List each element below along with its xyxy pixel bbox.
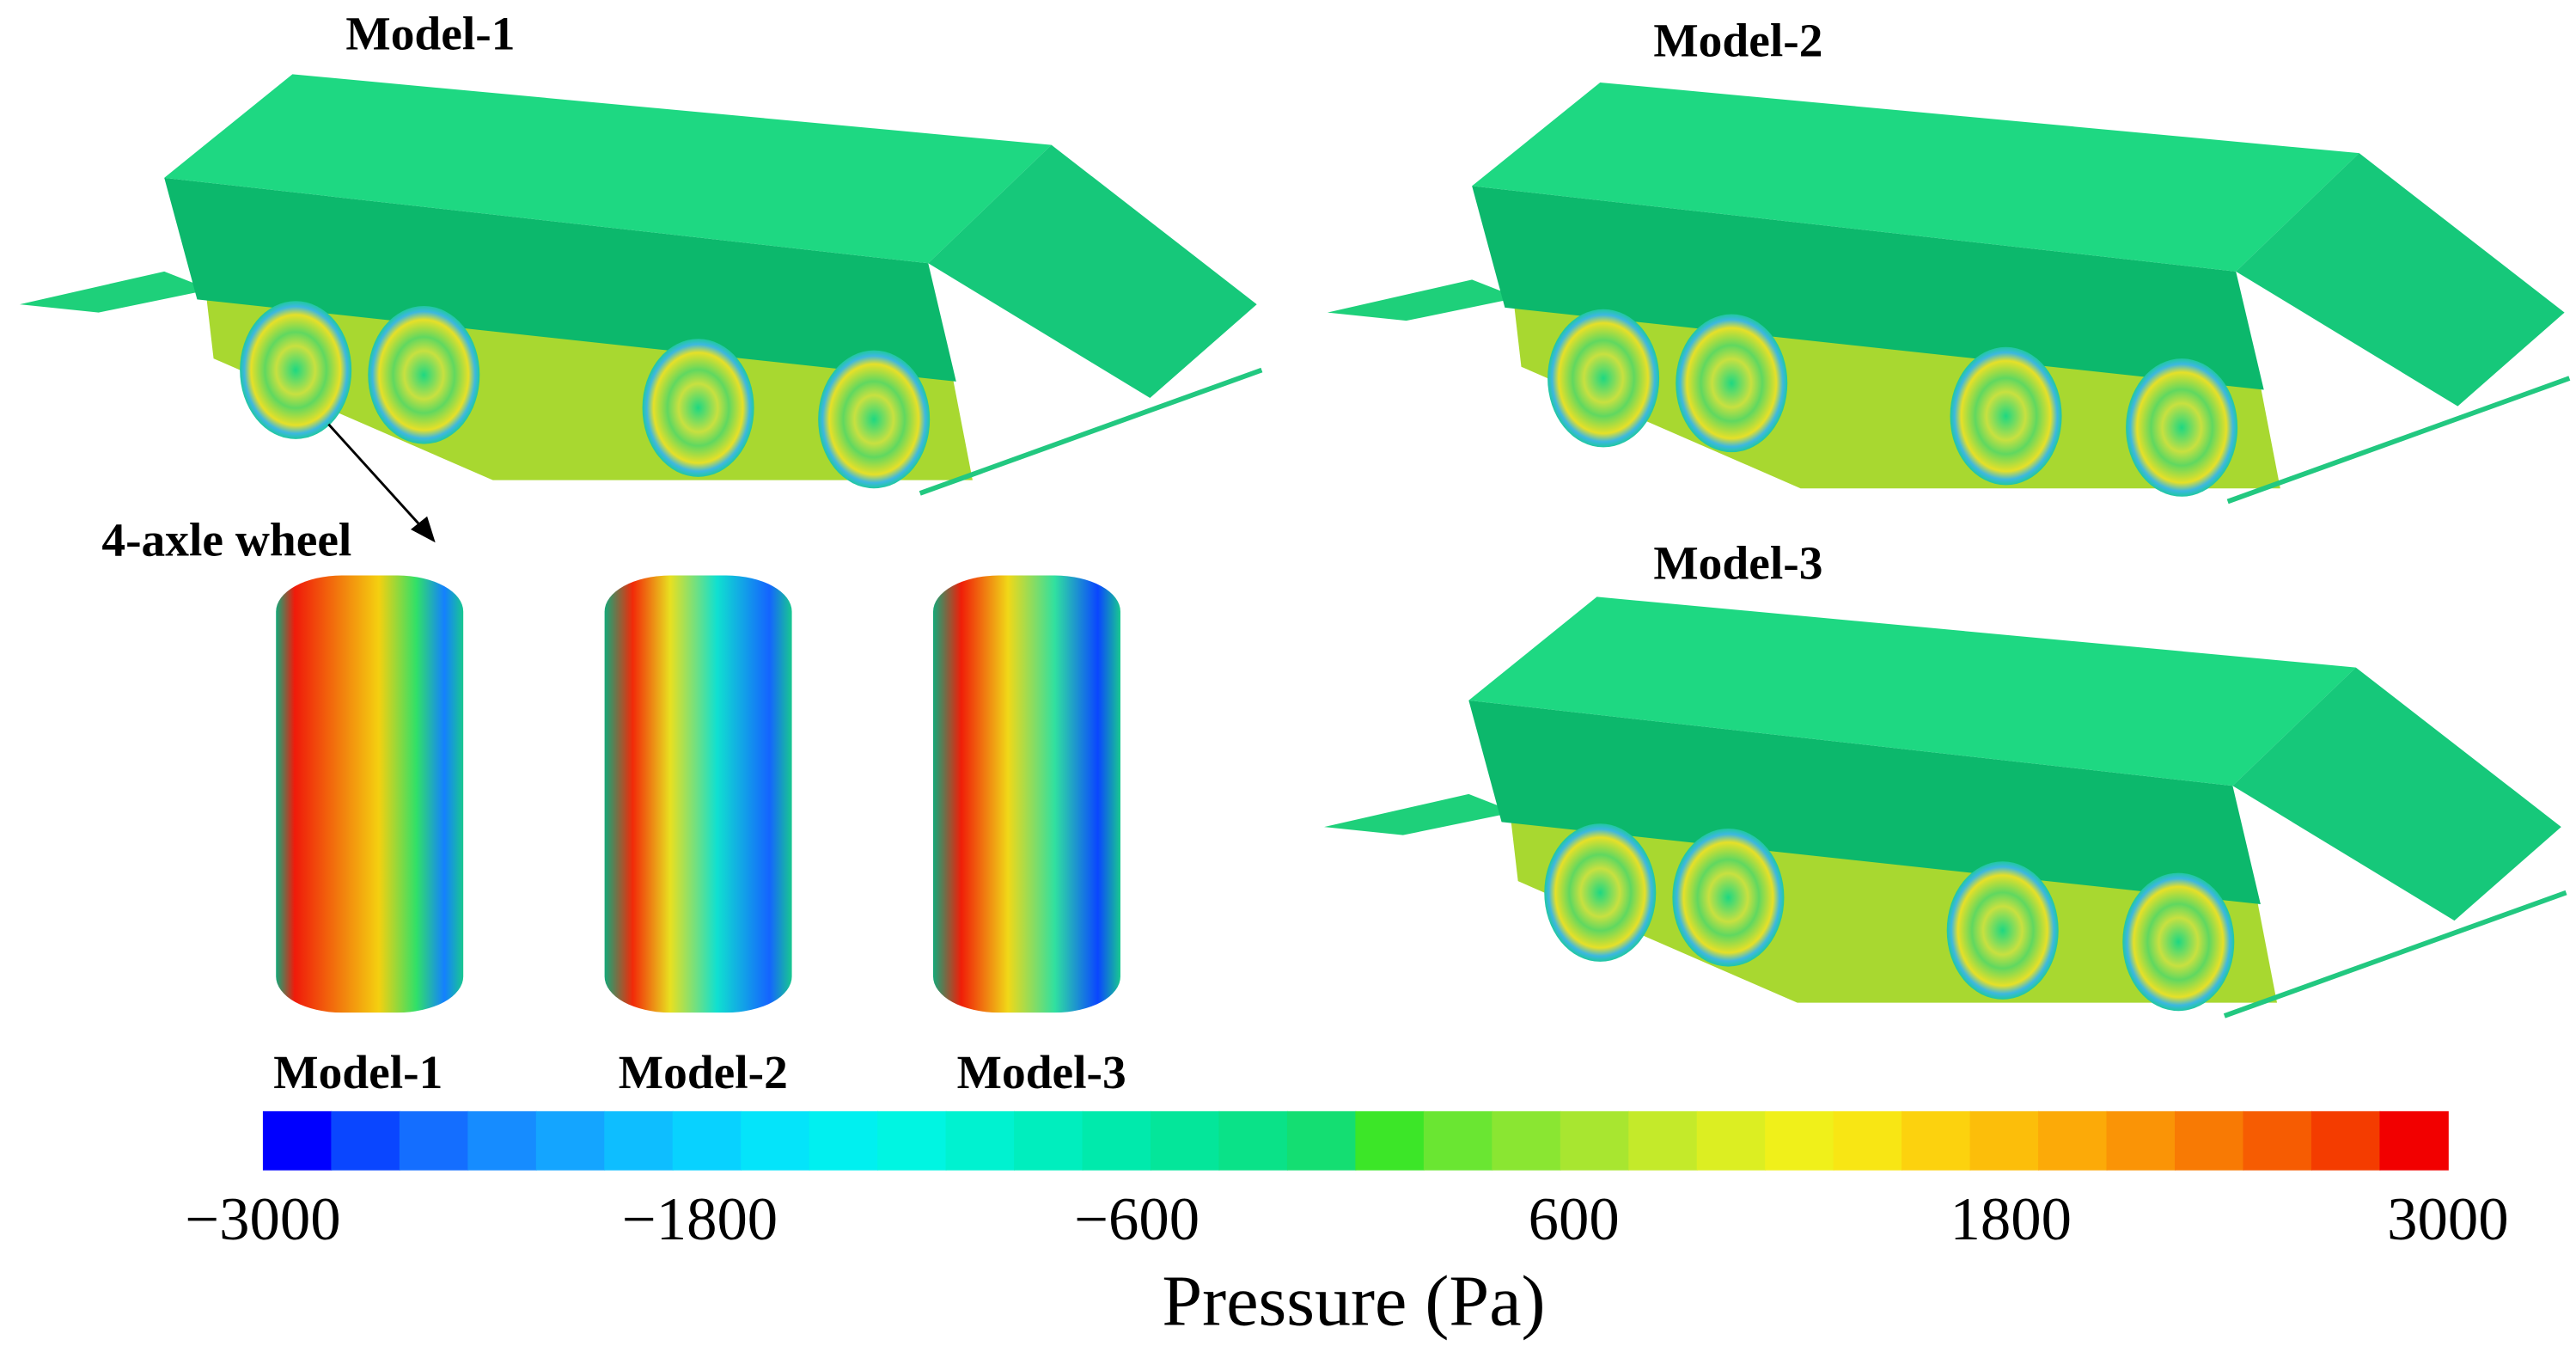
colorbar-segment (1696, 1110, 1767, 1171)
colorbar-segment (262, 1110, 333, 1171)
vehicle-model-1 (20, 74, 1261, 493)
colorbar-tick-label: −1800 (622, 1186, 778, 1253)
colorbar-tick-label: 1800 (1950, 1186, 2072, 1253)
arrow-head (410, 516, 436, 543)
colorbar-segment (877, 1110, 947, 1171)
colorbar-segment (604, 1110, 674, 1171)
vehicle-model-3 (1324, 596, 2566, 1016)
colorbar-segment (1014, 1110, 1084, 1171)
colorbar-label: Pressure (Pa) (1162, 1261, 1545, 1341)
colorbar-segment (2310, 1110, 2381, 1171)
colorbar-segment (1560, 1110, 1630, 1171)
colorbar-segment (2038, 1110, 2108, 1171)
panel-title: Model-3 (1653, 536, 1822, 589)
wheel-label: Model-3 (957, 1046, 1126, 1098)
colorbar-tick-label: 3000 (2387, 1186, 2508, 1253)
arrow (327, 423, 425, 530)
colorbar-tick-label: 600 (1529, 1186, 1620, 1253)
colorbar-segment (399, 1110, 469, 1171)
colorbar-segment (2174, 1110, 2244, 1171)
colorbar-segment (1492, 1110, 1561, 1171)
colorbar-segment (1901, 1110, 1971, 1171)
colorbar-segment (809, 1110, 879, 1171)
wheel-label: Model-1 (273, 1046, 443, 1098)
colorbar-segment (1423, 1110, 1493, 1171)
colorbar-segment (672, 1110, 742, 1171)
colorbar-segment (1218, 1110, 1288, 1171)
tire (933, 575, 1120, 1013)
colorbar-segment (331, 1110, 400, 1171)
colorbar-segment (535, 1110, 606, 1171)
colorbar-segment (467, 1110, 537, 1171)
colorbar-segment (1628, 1110, 1698, 1171)
colorbar-tick-label: −600 (1074, 1186, 1199, 1253)
vehicle-model-2 (1328, 83, 2569, 502)
tire (276, 575, 464, 1013)
colorbar-segment (945, 1110, 1016, 1171)
colorbar-segment (2379, 1110, 2449, 1171)
colorbar-segment (1765, 1110, 1834, 1171)
wheel-panel-title: 4-axle wheel (101, 514, 351, 566)
tire (604, 575, 792, 1013)
panel-title: Model-2 (1653, 14, 1822, 66)
colorbar-segment (2243, 1110, 2312, 1171)
colorbar-segment (1286, 1110, 1357, 1171)
panel-title: Model-1 (345, 8, 515, 60)
colorbar-tick-label: −3000 (185, 1186, 340, 1253)
colorbar-segment (1833, 1110, 1903, 1171)
colorbar-segment (1150, 1110, 1220, 1171)
colorbar-segment (2106, 1110, 2176, 1171)
colorbar-segment (1969, 1110, 2040, 1171)
colorbar-segment (1355, 1110, 1425, 1171)
wheel-label: Model-2 (619, 1046, 788, 1098)
colorbar-segment (741, 1110, 810, 1171)
colorbar-segment (1082, 1110, 1151, 1171)
